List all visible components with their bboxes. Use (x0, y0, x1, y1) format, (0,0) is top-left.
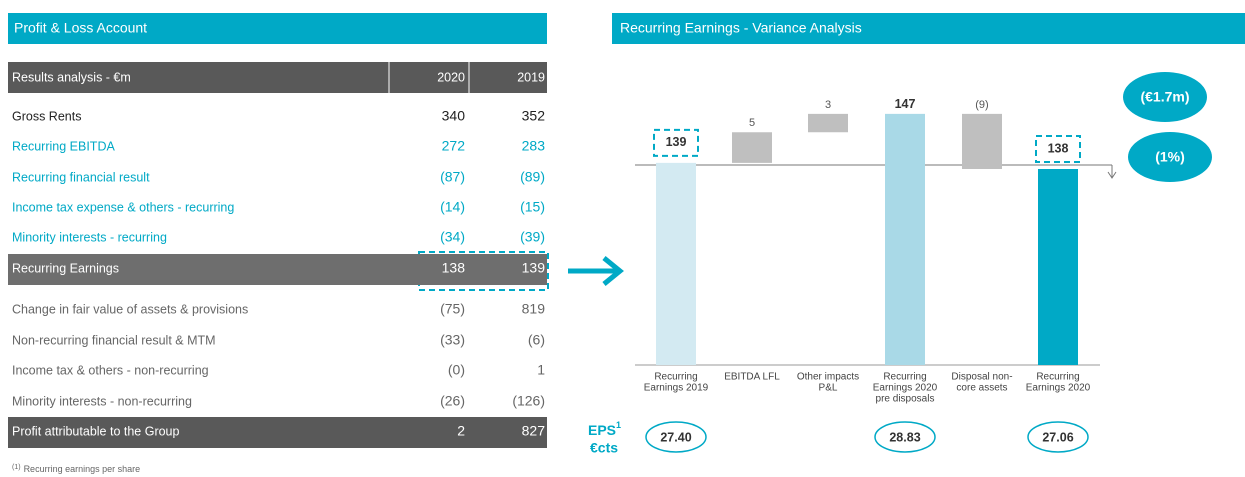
header-cell: 2019 (517, 70, 545, 84)
footnote-text: Recurring earnings per share (24, 464, 141, 474)
row-label: Recurring Earnings (12, 261, 119, 275)
row-value: (33) (440, 332, 465, 348)
footnote-mark: (1) (12, 464, 21, 471)
row-value: 139 (522, 260, 546, 276)
row-label: Non-recurring financial result & MTM (12, 333, 216, 347)
label-box (1035, 135, 1081, 163)
category-label: Earnings 2020 (1026, 383, 1091, 394)
row-label: Minority interests - non-recurring (12, 394, 192, 408)
row-value: 819 (522, 301, 546, 317)
row-label: Change in fair value of assets & provisi… (12, 302, 248, 316)
eps-unit: €cts (590, 440, 618, 456)
value-label: 3 (825, 99, 831, 111)
arrow (568, 256, 624, 286)
row-value: (14) (440, 199, 465, 215)
callout-bubble (1128, 132, 1212, 182)
row-value: (89) (520, 169, 545, 185)
header-cell: Results analysis - €m (12, 70, 131, 84)
highlight-row (8, 254, 547, 285)
row-value: 2 (457, 423, 465, 439)
value-label: 138 (1048, 141, 1069, 155)
category-label: Recurring (1036, 372, 1079, 383)
row-value: (15) (520, 199, 545, 215)
category-label: Recurring (654, 372, 697, 383)
row-value: (0) (448, 362, 465, 378)
row-value: 352 (522, 108, 546, 124)
row-label: Minority interests - recurring (12, 230, 167, 244)
value-label: 139 (666, 135, 687, 149)
category-label: Other impacts (797, 372, 859, 383)
category-label: Earnings 2020 (873, 383, 938, 394)
category-label: Earnings 2019 (644, 383, 709, 394)
eps-label: EPS1 (588, 420, 621, 437)
bar (1038, 169, 1078, 365)
eps-text: EPS (588, 422, 616, 438)
row-label: Income tax & others - non-recurring (12, 363, 209, 377)
value-label: (9) (975, 99, 988, 111)
value-label: 5 (749, 117, 755, 129)
row-value: 827 (522, 423, 546, 439)
label-box (653, 128, 699, 157)
row-value: 138 (442, 260, 466, 276)
category-label: EBITDA LFL (724, 372, 780, 383)
category-label: Disposal non- (951, 372, 1012, 383)
header-cell: 2020 (437, 70, 465, 84)
left-title-bar (8, 13, 547, 44)
total-row (8, 417, 547, 448)
reference-arrow (1107, 165, 1117, 179)
row-value: (26) (440, 393, 465, 409)
eps-bubble (645, 421, 707, 453)
category-label: P&L (819, 383, 838, 394)
row-label: Income tax expense & others - recurring (12, 200, 234, 214)
category-label: pre disposals (876, 394, 935, 405)
eps-bubble (874, 421, 936, 453)
category-label: Recurring (883, 372, 926, 383)
bar (885, 113, 925, 365)
header-row (8, 62, 547, 93)
row-value: (126) (512, 393, 545, 409)
footnote: (1) Recurring earnings per share (12, 464, 140, 475)
category-label: core assets (956, 383, 1007, 394)
row-label: Recurring EBITDA (12, 139, 115, 153)
row-value: (87) (440, 169, 465, 185)
row-value: 1 (537, 362, 545, 378)
row-value: (39) (520, 229, 545, 245)
bar (732, 132, 772, 163)
callout-bubble (1123, 72, 1207, 122)
row-label: Profit attributable to the Group (12, 424, 180, 438)
eps-bubble (1027, 421, 1089, 453)
right-title-bar (612, 13, 1245, 44)
row-label: Recurring financial result (12, 170, 150, 184)
left-title: Profit & Loss Account (14, 20, 147, 36)
row-value: 283 (522, 138, 546, 154)
eps-value: 28.83 (889, 430, 920, 444)
eps-value: 27.06 (1042, 430, 1073, 444)
value-label: 147 (895, 97, 916, 111)
row-label: Gross Rents (12, 109, 81, 123)
eps-value: 27.40 (660, 430, 691, 444)
callout-text: (1%) (1155, 149, 1185, 165)
row-value: 340 (442, 108, 466, 124)
bar (962, 113, 1002, 169)
bar (656, 162, 696, 365)
row-value: (34) (440, 229, 465, 245)
eps-sup: 1 (616, 420, 621, 430)
row-value: (6) (528, 332, 545, 348)
right-title: Recurring Earnings - Variance Analysis (620, 20, 862, 36)
row-value: (75) (440, 301, 465, 317)
row-value: 272 (442, 138, 466, 154)
bar (808, 113, 848, 133)
callout-text: (€1.7m) (1140, 89, 1189, 105)
